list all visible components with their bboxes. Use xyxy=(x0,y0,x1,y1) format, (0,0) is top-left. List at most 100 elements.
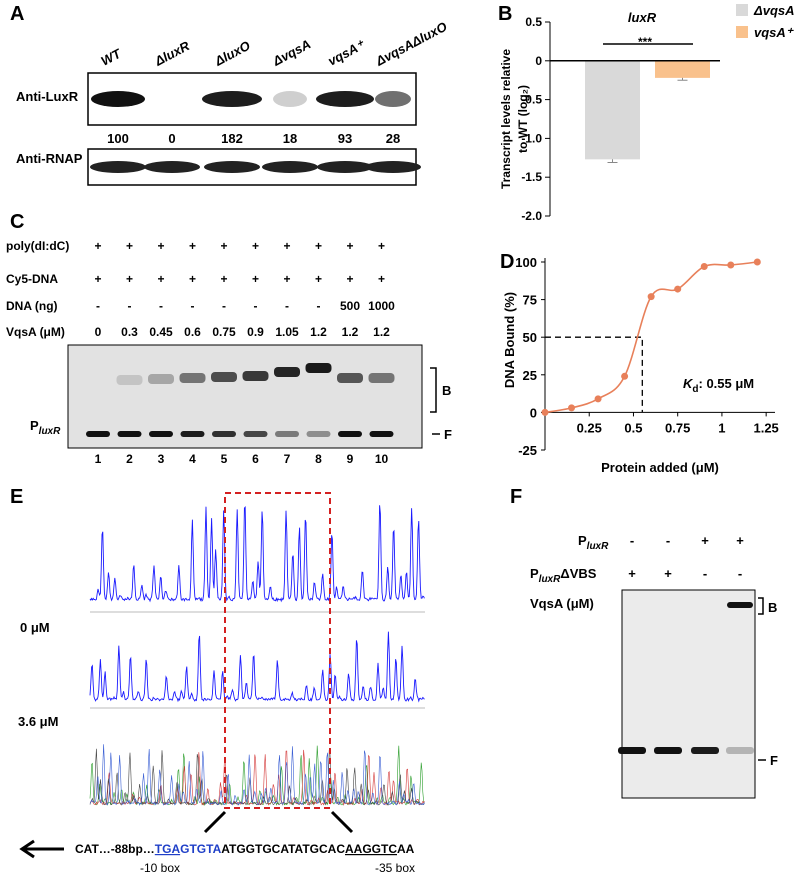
trace xyxy=(89,631,425,703)
band xyxy=(691,747,719,754)
band xyxy=(365,161,421,173)
band xyxy=(243,431,268,437)
arrow xyxy=(19,839,64,859)
quantity: 182 xyxy=(221,131,243,146)
bar xyxy=(655,60,710,78)
band xyxy=(275,431,299,437)
lane-label: vqsA⁺ xyxy=(325,36,368,68)
row-value: + xyxy=(628,566,636,581)
quantity: 93 xyxy=(338,131,352,146)
row-value: + xyxy=(126,239,133,253)
band xyxy=(204,161,260,173)
y-tick-label: -1.0 xyxy=(521,131,542,145)
quantity: 18 xyxy=(283,131,297,146)
band xyxy=(727,602,753,608)
lane-number: 5 xyxy=(221,452,228,466)
label-part: P xyxy=(30,418,39,433)
row-value: + xyxy=(346,239,353,253)
box-label: -10 box xyxy=(140,861,180,875)
gel xyxy=(621,589,756,799)
legend-swatch xyxy=(736,4,748,16)
row-value: - xyxy=(254,299,258,313)
row-label: DNA (ng) xyxy=(6,299,58,313)
bracket xyxy=(758,597,764,615)
panel-label: C xyxy=(10,211,24,233)
lane-label: ΔvqsAΔluxO xyxy=(372,19,449,69)
legend-swatch xyxy=(736,26,748,38)
band-label: F xyxy=(444,427,452,442)
point xyxy=(541,408,549,416)
row-label: poly(dI:dC) xyxy=(6,239,69,253)
row-value: + xyxy=(126,272,133,286)
row-value: - xyxy=(191,299,195,313)
row-value: - xyxy=(285,299,289,313)
band xyxy=(274,367,300,377)
row-value: - xyxy=(159,299,163,313)
band xyxy=(212,431,236,437)
band-label: B xyxy=(768,600,777,615)
row-value: 0 xyxy=(95,325,102,339)
band-label: B xyxy=(442,383,451,398)
x-tick-label: 1 xyxy=(718,420,725,435)
row-value: + xyxy=(664,566,672,581)
row-value: 0.45 xyxy=(149,325,173,339)
label: PluxR xyxy=(578,533,609,552)
row-value: - xyxy=(96,299,100,313)
x-tick-label: 0.5 xyxy=(624,420,642,435)
band xyxy=(117,431,142,437)
label: VqsA (μM) xyxy=(530,596,594,611)
point xyxy=(674,285,682,293)
band xyxy=(618,747,646,754)
band xyxy=(180,431,205,437)
row-value: - xyxy=(317,299,321,313)
row-label: Anti-LuxR xyxy=(16,89,79,104)
row-value: 500 xyxy=(340,299,360,313)
row-value: + xyxy=(315,272,322,286)
quantity: 100 xyxy=(107,131,129,146)
row-value: - xyxy=(666,533,670,548)
sequence: CAT…-88bp…TGAGTGTAATGGTGCATATGCACAAGGTCA… xyxy=(75,842,415,856)
row-value: - xyxy=(630,533,634,548)
annotation-part: : 0.55 μM xyxy=(699,376,755,391)
row-value: 1.2 xyxy=(342,325,359,339)
panel-label: F xyxy=(510,486,522,508)
condition-label: 0 μM xyxy=(20,620,50,635)
lane-number: 3 xyxy=(158,452,165,466)
row-value: + xyxy=(315,239,322,253)
band xyxy=(306,431,331,437)
row-value: 1.05 xyxy=(275,325,299,339)
point xyxy=(568,404,576,412)
row-label: Anti-RNAP xyxy=(16,151,83,166)
lane-label: ΔvqsA xyxy=(269,36,313,69)
y-axis-label: Transcript levels relative xyxy=(499,49,513,189)
row-value: + xyxy=(220,239,227,253)
x-tick-label: 0.25 xyxy=(577,420,602,435)
band xyxy=(211,372,237,382)
band xyxy=(305,363,332,373)
lane-number: 10 xyxy=(375,452,389,466)
row-value: + xyxy=(283,272,290,286)
y-tick-label: 0 xyxy=(535,54,542,68)
label-part: P xyxy=(578,533,587,548)
band xyxy=(337,373,363,383)
point xyxy=(621,372,629,380)
sequence-part: TGA xyxy=(155,842,181,856)
lane-label: ΔluxR xyxy=(151,38,192,69)
label-part: luxR xyxy=(587,541,609,552)
sequence-part: AAGGTC xyxy=(345,842,397,856)
row-label: VqsA (μM) xyxy=(6,325,65,339)
legend-label: vqsA⁺ xyxy=(754,25,795,40)
x-axis-label: Protein added (μM) xyxy=(601,460,719,475)
row-value: + xyxy=(736,533,744,548)
x-tick-label: 1.25 xyxy=(753,420,778,435)
row-value: - xyxy=(703,566,707,581)
row-label: Cy5-DNA xyxy=(6,272,58,286)
point xyxy=(727,261,735,269)
y-tick-label: 50 xyxy=(523,330,537,345)
annotation: *** xyxy=(638,35,652,49)
band xyxy=(654,747,682,754)
bracket xyxy=(430,367,437,413)
y-tick-label: 100 xyxy=(515,255,537,270)
point xyxy=(647,293,655,301)
row-value: + xyxy=(346,272,353,286)
